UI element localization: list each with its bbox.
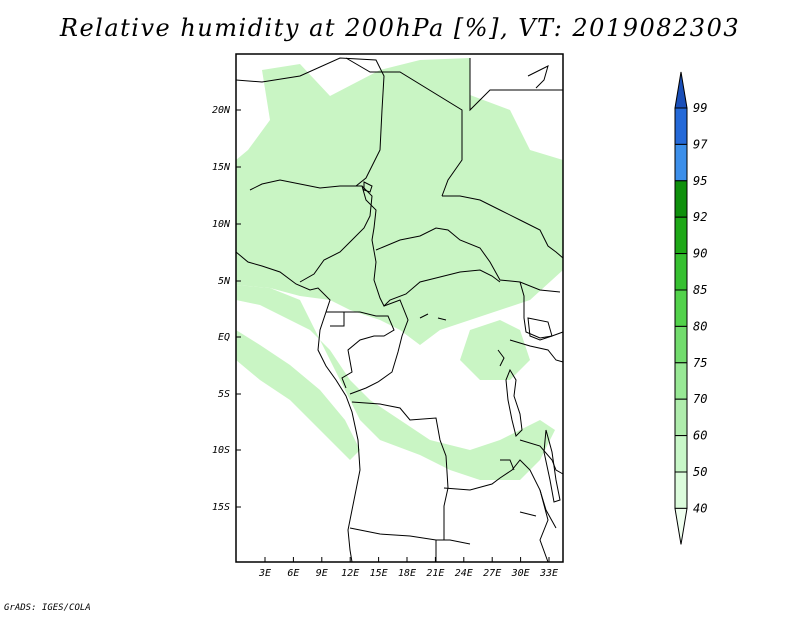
- colorbar-label: 75: [693, 356, 707, 370]
- lon-label: 30E: [511, 568, 530, 579]
- lake-victoria: [527, 317, 553, 341]
- colorbar-label: 92: [693, 210, 707, 224]
- lon-label: 15E: [370, 568, 388, 579]
- colorbar-label: 60: [693, 429, 707, 443]
- border-nigeria: [249, 179, 373, 283]
- country-borders: [235, 57, 564, 563]
- colorbar-band: [674, 471, 688, 509]
- colorbar-label: 85: [693, 283, 707, 297]
- lake-malawi: [543, 429, 561, 503]
- lake-tanganyika: [505, 368, 523, 437]
- colorbar-label: 40: [693, 501, 707, 515]
- shading-east-patches: [460, 320, 530, 380]
- map-frame: [235, 53, 564, 563]
- longitude-axis: 3E 6E 9E 12E 15E 18E 21E 24E 27E 30E 33E: [258, 557, 558, 579]
- lon-label: 18E: [398, 568, 416, 579]
- border-sudan-south: [442, 195, 564, 259]
- border-tanzania-south: [519, 439, 564, 475]
- lon-label: 6E: [287, 568, 299, 579]
- colorbar-band: [674, 289, 688, 327]
- map-title: Relative humidity at 200hPa [%], VT: 201…: [59, 14, 741, 42]
- colorbar-band: [674, 253, 688, 291]
- coastline-west: [235, 251, 361, 563]
- colorbar-label: 80: [693, 319, 707, 333]
- shading-tongue-southwest: [236, 330, 360, 460]
- lake-chad: [363, 181, 373, 193]
- border-car-sudan: [375, 227, 561, 293]
- colorbar-bottom-arrow: [674, 507, 688, 545]
- colorbar-band: [674, 143, 688, 182]
- inland-rivers: [419, 313, 537, 517]
- colorbar-band: [674, 216, 688, 255]
- lat-label: 5S: [218, 389, 230, 400]
- lat-label: 5N: [218, 276, 231, 287]
- colorbar-label: 70: [693, 392, 707, 406]
- shading-coastal-band: [236, 285, 555, 480]
- lat-label: 15N: [212, 162, 231, 173]
- colorbar-band: [674, 325, 688, 364]
- colorbar-band: [674, 398, 688, 437]
- border-rwanda-tanzania: [509, 339, 564, 363]
- lat-label: 15S: [212, 502, 230, 513]
- border-gabon-congo: [341, 311, 395, 389]
- colorbar-label: 50: [693, 465, 707, 479]
- lat-label: 10S: [212, 445, 230, 456]
- lat-label: EQ: [218, 332, 230, 343]
- shading-band-north: [236, 58, 563, 345]
- border-drc-west: [349, 299, 409, 395]
- lon-label: 33E: [539, 568, 558, 579]
- lon-label: 3E: [258, 568, 271, 579]
- lon-label: 9E: [316, 568, 328, 579]
- colorbar-band: [674, 180, 688, 218]
- red-sea-coast: [527, 65, 549, 89]
- lon-label: 27E: [483, 568, 501, 579]
- colorbar-label: 95: [693, 174, 707, 188]
- border-equatorial-guinea: [326, 311, 345, 327]
- grads-credit: GrADS: IGES/COLA: [4, 603, 91, 613]
- colorbar: 99 97 95 92 90 85 80 75 70 60 50 40: [674, 71, 708, 545]
- lat-label: 20N: [212, 105, 231, 116]
- lon-label: 21E: [426, 568, 444, 579]
- latitude-axis: 20N 15N 10N 5N EQ 5S 10S 15S: [212, 105, 241, 513]
- colorbar-label: 97: [693, 137, 708, 151]
- border-egypt: [469, 58, 563, 112]
- colorbar-band: [674, 107, 688, 145]
- lat-label: 10N: [212, 219, 231, 230]
- border-namibia: [349, 527, 471, 545]
- colorbar-top-arrow: [674, 71, 688, 109]
- colorbar-label: 90: [693, 247, 707, 261]
- colorbar-band: [674, 435, 688, 473]
- border-angola: [351, 401, 449, 540]
- lon-label: 24E: [455, 568, 473, 579]
- humidity-shading: [236, 58, 563, 480]
- border-libya-sudan: [345, 57, 463, 197]
- border-niger-chad: [235, 57, 385, 187]
- border-mozambique: [539, 489, 549, 563]
- colorbar-band: [674, 362, 688, 400]
- colorbar-label: 99: [693, 101, 707, 115]
- lon-label: 12E: [341, 568, 359, 579]
